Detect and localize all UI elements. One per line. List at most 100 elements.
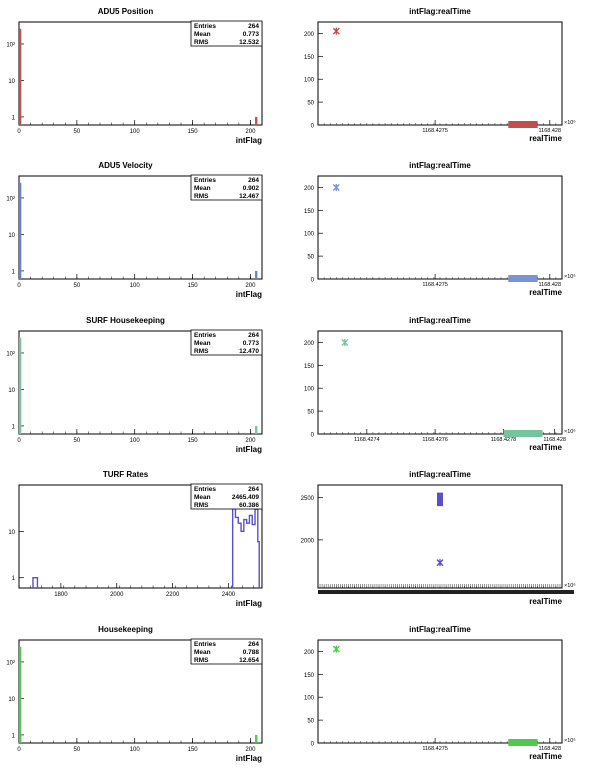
y-tick-label: 10²: [6, 660, 15, 666]
x-tick-label: 200: [245, 129, 256, 135]
y-tick-label: 0: [311, 742, 315, 748]
stats-box: [190, 20, 263, 47]
stats-value: 0.788: [243, 649, 260, 656]
x-exponent-label: ×10⁶: [564, 428, 576, 435]
chart-panel-1: intFlag:realTime 0 50 100 150 200 1168.4275 116…: [304, 7, 576, 143]
scatter-point: [341, 338, 349, 346]
scatter-point: [332, 183, 340, 191]
y-tick-label: 10: [8, 233, 15, 239]
stats-value: 264: [248, 641, 259, 648]
x-tick-label: 200: [245, 283, 256, 289]
plot-frame: [317, 175, 563, 280]
plot-frame: [317, 330, 563, 435]
x-axis-label: realTime: [529, 288, 562, 297]
scatter-band: [508, 121, 538, 128]
y-tick-label: 50: [307, 101, 314, 107]
x-tick-label: 1168.4275: [422, 128, 448, 134]
stats-value: 12.532: [239, 39, 259, 46]
y-tick-label: 10²: [6, 351, 15, 357]
x-axis-label: intFlag: [236, 290, 262, 299]
x-tick-label: 50: [74, 747, 81, 753]
x-tick-label: 1168.428: [543, 437, 566, 443]
x-tick-label: 2200: [166, 592, 180, 598]
y-tick-label: 10: [8, 388, 15, 394]
x-tick-label: 50: [74, 283, 81, 289]
x-tick-label: 200: [245, 747, 256, 753]
dense-tick-labels: [318, 590, 574, 594]
y-tick-label: 2000: [301, 538, 315, 544]
histogram-bar: [32, 577, 39, 588]
x-axis-label: intFlag: [236, 136, 262, 145]
y-tick-label: 200: [304, 650, 315, 656]
stats-label: Entries: [194, 641, 216, 648]
chart-title: ADU5 Position: [98, 7, 154, 16]
scatter-band: [503, 430, 543, 437]
stats-label: Mean: [194, 494, 211, 501]
y-tick-label: 200: [304, 341, 315, 347]
chart-title: SURF Housekeeping: [86, 316, 165, 325]
y-tick-label: 150: [304, 55, 315, 61]
y-tick-label: 10: [8, 697, 15, 703]
x-tick-label: 100: [130, 129, 141, 135]
scatter-band: [508, 739, 538, 746]
stats-label: Entries: [194, 23, 216, 30]
histogram-bar: [255, 270, 258, 279]
stats-box: [190, 638, 263, 665]
x-tick-label: 50: [74, 438, 81, 444]
plot-frame: [18, 484, 263, 589]
x-tick-label: 2400: [222, 592, 236, 598]
y-tick-label: 1: [12, 733, 16, 739]
x-axis-label: intFlag: [236, 754, 262, 763]
y-tick-label: 0: [311, 124, 315, 130]
plot-frame: [317, 639, 563, 744]
x-tick-label: 0: [17, 438, 21, 444]
chart-title: intFlag:realTime: [409, 625, 471, 634]
chart-panel-5: intFlag:realTime 0 50 100 150 200 1168.4274 116…: [304, 316, 576, 452]
stats-label: RMS: [194, 502, 209, 509]
stats-value: 264: [248, 486, 259, 493]
x-tick-label: 100: [130, 283, 141, 289]
histogram-bar: [231, 496, 260, 588]
stats-value: 0.773: [243, 31, 260, 38]
stats-label: RMS: [194, 39, 209, 46]
stats-box: [190, 483, 263, 510]
x-tick-label: 1168.4275: [422, 282, 448, 288]
y-tick-label: 1: [12, 424, 16, 430]
x-tick-label: 100: [130, 747, 141, 753]
y-tick-label: 100: [304, 696, 315, 702]
y-tick-label: 0: [311, 278, 315, 284]
x-tick-label: 100: [130, 438, 141, 444]
stats-label: Mean: [194, 340, 211, 347]
x-tick-label: 1168.4276: [422, 437, 448, 443]
y-tick-label: 150: [304, 209, 315, 215]
stats-label: Mean: [194, 649, 211, 656]
stats-label: Entries: [194, 332, 216, 339]
stats-label: RMS: [194, 348, 209, 355]
x-tick-label: 1168.428: [539, 746, 562, 752]
stats-label: Entries: [194, 177, 216, 184]
x-exponent-label: ×10⁶: [564, 119, 576, 126]
plot-frame: [317, 21, 563, 126]
x-axis-label: intFlag: [236, 599, 262, 608]
stats-value: 12.654: [239, 657, 259, 664]
x-tick-label: 150: [188, 438, 199, 444]
x-tick-label: 1168.4274: [354, 437, 380, 443]
y-tick-label: 1: [12, 576, 16, 582]
histogram-bar: [19, 28, 22, 125]
stats-value: 12.470: [239, 348, 259, 355]
y-tick-label: 10: [8, 530, 15, 536]
stats-label: Mean: [194, 185, 211, 192]
x-axis-label: realTime: [529, 752, 562, 761]
y-tick-label: 100: [304, 232, 315, 238]
stats-label: Mean: [194, 31, 211, 38]
y-tick-label: 1: [12, 269, 16, 275]
y-tick-label: 200: [304, 32, 315, 38]
chart-panel-4: SURF Housekeeping 1 10 10² 0 50 100 150 200intFl…: [6, 316, 263, 454]
x-exponent-label: ×10⁶: [564, 737, 576, 744]
stats-value: 0.773: [243, 340, 260, 347]
x-tick-label: 2000: [110, 592, 124, 598]
y-tick-label: 10: [8, 79, 15, 85]
